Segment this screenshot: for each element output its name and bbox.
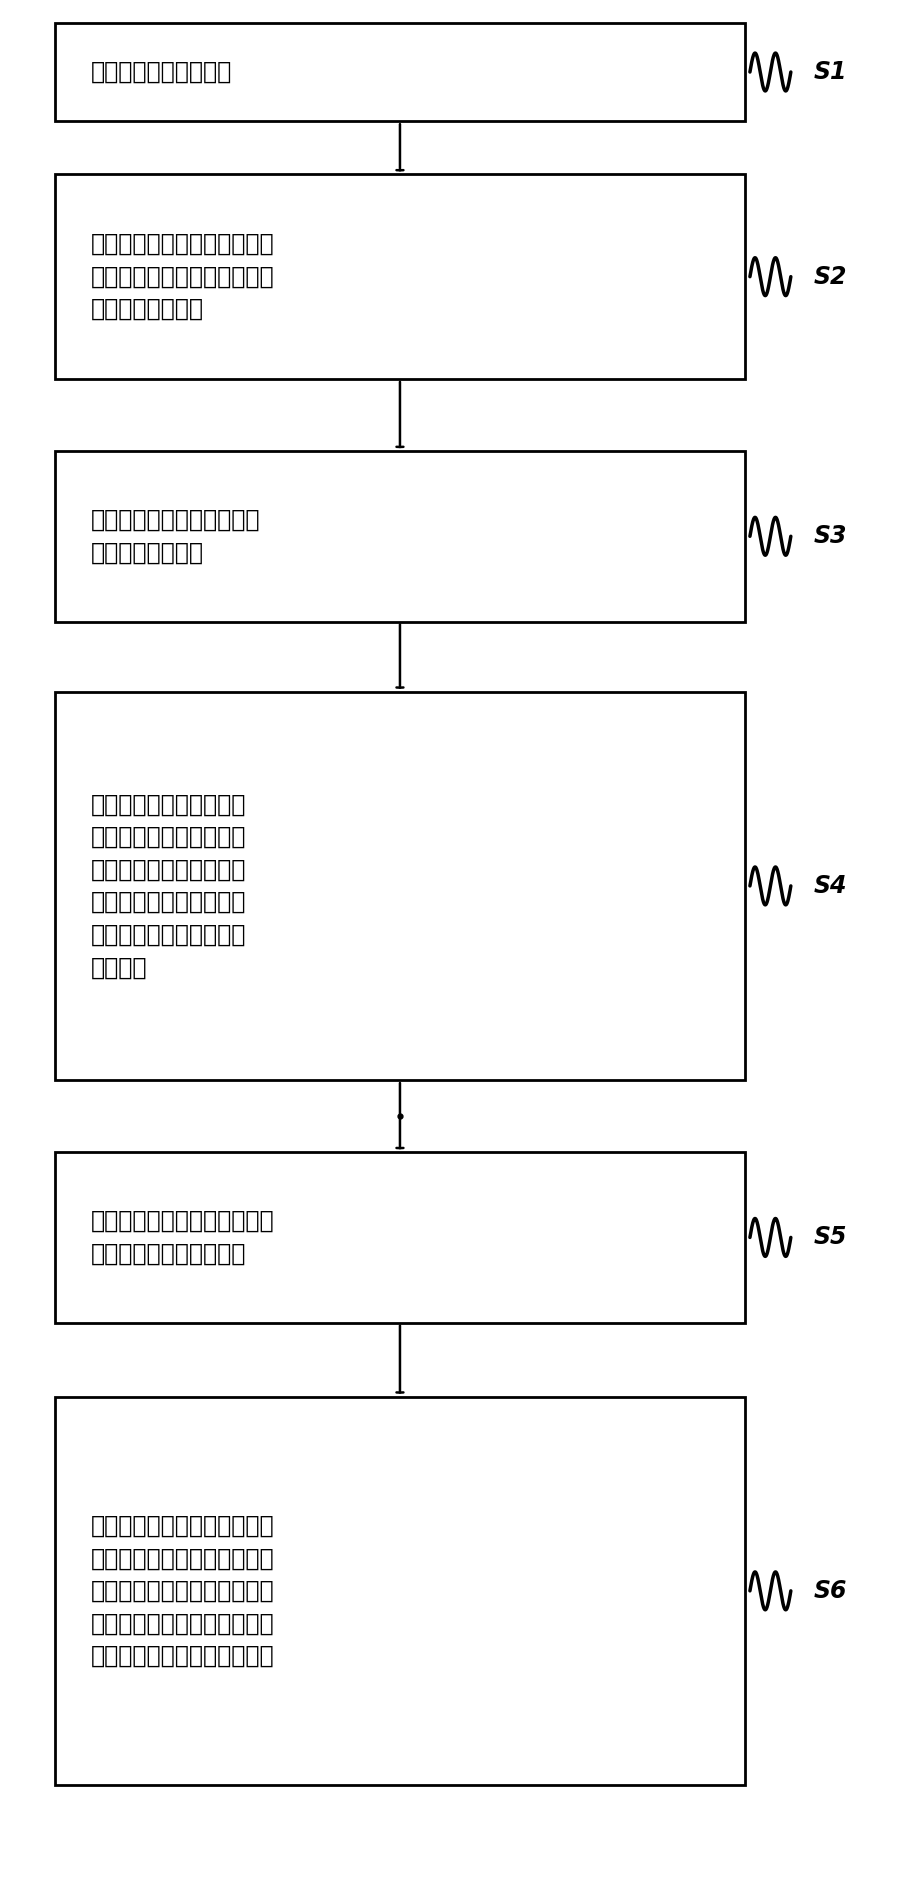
Text: S5: S5	[814, 1226, 847, 1249]
Text: 获取换向风扇的控制系统控制
风扇反转的反吹时间值；: 获取换向风扇的控制系统控制 风扇反转的反吹时间值；	[91, 1209, 275, 1266]
Bar	[55, 174, 745, 379]
Bar	[55, 1152, 745, 1323]
Text: S4: S4	[814, 874, 847, 898]
Text: 获取发动机的水温值和发动
机的进气温度值；: 获取发动机的水温值和发动 机的进气温度值；	[91, 508, 260, 565]
Text: S1: S1	[814, 61, 847, 83]
Text: 获取发动机的转速值；: 获取发动机的转速值；	[91, 61, 232, 83]
Text: 根据反吹时间值达到第一预设
时间值和发动机的水温值达到
第二预设水温值或发动机的进
气温度值达到第二预设进气温
度值，触发发动机进行报警。: 根据反吹时间值达到第一预设 时间值和发动机的水温值达到 第二预设水温值或发动机的…	[91, 1514, 275, 1668]
Text: 根据发动机的转速值大于等于
第一预设转速值触发换向风扇
的控制系统启动；: 根据发动机的转速值大于等于 第一预设转速值触发换向风扇 的控制系统启动；	[91, 231, 275, 322]
Text: S2: S2	[814, 265, 847, 288]
Text: S3: S3	[814, 525, 847, 548]
Bar	[55, 1397, 745, 1785]
Bar	[55, 451, 745, 622]
Bar	[55, 692, 745, 1080]
Text: S6: S6	[814, 1579, 847, 1603]
Bar	[55, 23, 745, 121]
Text: 根据发动机的水温值达到
第一预设水温值或发动机
的进气温度值达到第一预
设进气温度值换向风扇的
控制系统控制风扇反转，
进行反吹: 根据发动机的水温值达到 第一预设水温值或发动机 的进气温度值达到第一预 设进气温…	[91, 792, 246, 980]
